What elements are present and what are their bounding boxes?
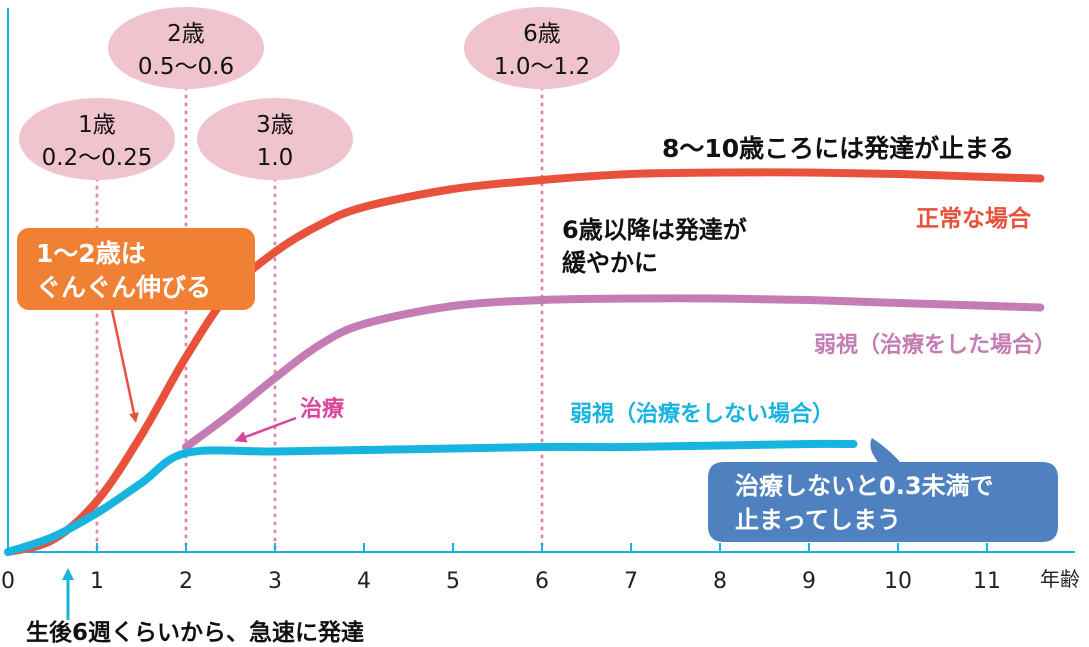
series bbox=[4, 168, 1045, 556]
bubble-acuity-3: 1.0 bbox=[257, 145, 294, 171]
annotation-start: 生後6週くらいから、急速に発達 bbox=[26, 619, 364, 646]
series-line-amblyopia-treated bbox=[182, 294, 1045, 451]
x-tick-label-0: 0 bbox=[1, 569, 15, 594]
x-tick-label-8: 8 bbox=[713, 569, 727, 594]
bubble-acuity-1: 0.2〜0.25 bbox=[42, 145, 153, 171]
x-tick-label-2: 2 bbox=[179, 569, 193, 594]
bubble-age-2: 2歳 bbox=[167, 21, 205, 47]
rapid-growth-arrow bbox=[110, 309, 139, 423]
annotation-stop-line1: 治療しないと0.3未満で bbox=[735, 472, 994, 500]
bubble-age-1: 1歳 bbox=[78, 112, 116, 138]
x-tick-label-5: 5 bbox=[446, 569, 460, 594]
reference-lines: 1歳 0.2〜0.25 2歳 0.5〜0.6 3歳 1.0 6歳 1.0〜1.2 bbox=[19, 7, 620, 554]
series-line-amblyopia-untreated bbox=[4, 439, 858, 556]
annotation-rapid-line1: 1〜2歳は bbox=[36, 239, 146, 268]
x-tick-label-4: 4 bbox=[357, 569, 371, 594]
untreated-stop-box bbox=[708, 438, 1058, 542]
series-label-normal: 正常な場合 bbox=[916, 205, 1032, 232]
rapid-growth-box bbox=[17, 228, 255, 310]
x-tick-label-10: 10 bbox=[884, 569, 912, 594]
acuity-bubble-1 bbox=[19, 98, 175, 180]
acuity-bubble-2 bbox=[108, 7, 264, 89]
x-tick-label-3: 3 bbox=[268, 569, 282, 594]
bubble-acuity-6: 1.0〜1.2 bbox=[494, 54, 590, 80]
acuity-bubble-6 bbox=[464, 7, 620, 89]
x-unit-label: 年齢 bbox=[1040, 567, 1080, 591]
annotation-plateau: 8〜10歳ころには発達が止まる bbox=[662, 134, 1014, 163]
treatment-arrow bbox=[234, 416, 297, 443]
x-tick-label-1: 1 bbox=[90, 569, 104, 594]
series-line-normal bbox=[4, 168, 1045, 556]
annotation-after6-line1: 6歳以降は発達が bbox=[562, 216, 747, 244]
x-tick-label-11: 11 bbox=[973, 569, 1001, 594]
annotation-after6-line2: 緩やかに bbox=[562, 249, 658, 277]
series-label-amblyopia-treated: 弱視（治療をした場合） bbox=[814, 332, 1056, 358]
x-tick-label-6: 6 bbox=[535, 569, 549, 594]
annotation-stop-line2: 止まってしまう bbox=[735, 506, 901, 534]
x-ticks: 0 1 2 3 4 5 6 7 8 9 10 11 bbox=[1, 543, 1001, 594]
bubble-age-3: 3歳 bbox=[256, 112, 294, 138]
bubble-age-6: 6歳 bbox=[523, 21, 561, 47]
annotation-treatment: 治療 bbox=[300, 396, 344, 422]
annotation-rapid-line2: ぐんぐん伸びる bbox=[36, 273, 211, 302]
bubble-acuity-2: 0.5〜0.6 bbox=[138, 54, 234, 80]
x-tick-label-9: 9 bbox=[802, 569, 816, 594]
series-label-amblyopia-untreated: 弱視（治療をしない場合） bbox=[570, 401, 834, 427]
acuity-bubble-3 bbox=[197, 98, 353, 180]
x-tick-label-7: 7 bbox=[624, 569, 638, 594]
